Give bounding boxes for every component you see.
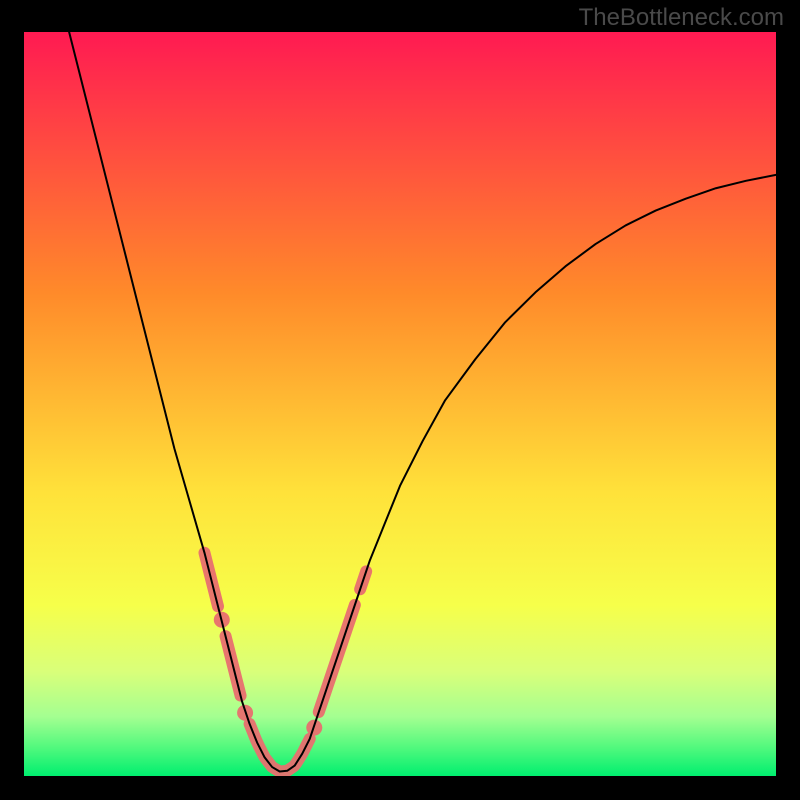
gradient-background — [24, 32, 776, 776]
bottleneck-curve-chart — [24, 32, 776, 776]
chart-frame: TheBottleneck.com — [0, 0, 800, 800]
watermark-text: TheBottleneck.com — [579, 4, 784, 32]
plot-area — [24, 32, 776, 776]
